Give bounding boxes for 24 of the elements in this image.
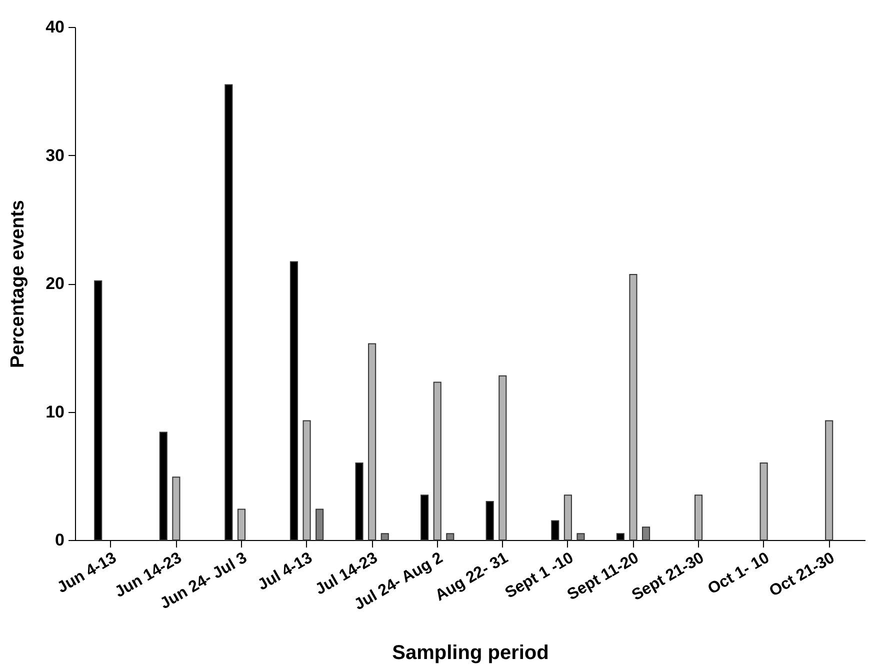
bar (433, 382, 442, 540)
bar (237, 508, 246, 540)
y-tick-label: 40 (46, 18, 64, 36)
x-axis-title: Sampling period (392, 642, 549, 664)
bar (302, 420, 311, 540)
y-tick-label: 0 (55, 530, 64, 550)
bar (446, 533, 454, 540)
y-tick-label: 20 (46, 274, 64, 293)
bar (642, 526, 650, 540)
bar (760, 462, 768, 540)
bar (576, 533, 585, 540)
y-axis-title: Percentage events (8, 200, 29, 368)
x-tick-label: Jul 4-13 (255, 549, 316, 594)
bar (316, 508, 324, 540)
bar (172, 476, 180, 540)
bar (368, 343, 376, 540)
bar (694, 494, 703, 540)
y-tick-label: 30 (46, 146, 64, 165)
y-tick-label: 10 (46, 402, 64, 422)
bar (825, 420, 834, 540)
bar (629, 274, 638, 540)
bar (498, 375, 507, 540)
bar (380, 533, 389, 540)
bar (564, 494, 572, 540)
